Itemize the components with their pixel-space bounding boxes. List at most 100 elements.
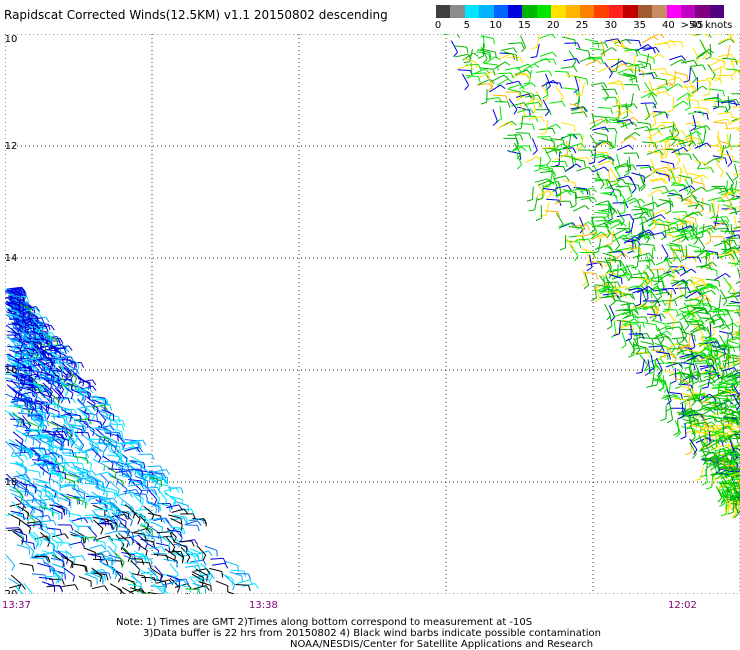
wind-barb-flag — [130, 520, 133, 527]
wind-barb — [689, 323, 703, 326]
wind-barb — [735, 497, 740, 511]
wind-barb — [736, 145, 740, 147]
wind-barb-flag — [92, 379, 97, 386]
wind-barb — [679, 353, 693, 358]
wind-barb — [507, 134, 521, 136]
wind-barb-flag — [713, 370, 718, 377]
wind-barb — [50, 460, 61, 472]
wind-barb — [720, 248, 734, 251]
wind-barb — [657, 327, 665, 340]
wind-barb-flag — [551, 168, 554, 175]
wind-barb-flag — [670, 181, 676, 187]
wind-barb — [693, 421, 707, 425]
wind-barb — [701, 416, 715, 422]
wind-barb — [717, 482, 730, 490]
wind-barb-flag — [166, 469, 171, 476]
wind-barb-flag — [79, 415, 83, 422]
wind-barb-flag — [38, 471, 41, 478]
wind-barb-flag — [669, 353, 675, 358]
wind-barb — [651, 178, 665, 183]
wind-barb-flag — [63, 431, 68, 438]
wind-barb-flag — [721, 462, 727, 468]
wind-barb-flag — [735, 392, 738, 399]
wind-barb — [703, 96, 717, 100]
wind-barb — [612, 104, 626, 107]
wind-barb — [473, 68, 486, 75]
wind-barb — [583, 271, 597, 275]
wind-barb — [562, 87, 576, 90]
wind-barb-flag — [635, 50, 638, 57]
wind-barb — [700, 459, 715, 462]
wind-barb — [106, 431, 120, 434]
wind-barb — [607, 169, 611, 183]
wind-barb — [24, 358, 35, 369]
wind-barb — [8, 385, 20, 394]
wind-barb-flag — [685, 221, 688, 228]
wind-barb — [648, 210, 655, 223]
wind-barb — [130, 560, 141, 571]
wind-barb-flag — [106, 509, 110, 516]
wind-barb-flag — [671, 201, 674, 208]
wind-barb — [41, 376, 53, 386]
wind-barb — [629, 68, 643, 72]
wind-barb — [718, 295, 722, 309]
wind-barb-flag — [703, 435, 709, 441]
wind-barb-flag — [21, 538, 24, 545]
wind-barb-flag — [623, 234, 629, 239]
wind-barb — [690, 276, 704, 281]
wind-barb — [732, 458, 740, 464]
wind-barb — [736, 127, 740, 131]
wind-barb — [485, 96, 499, 100]
wind-barb — [721, 367, 735, 372]
wind-barb — [630, 218, 635, 232]
wind-barb — [681, 426, 695, 430]
wind-barb-flag — [621, 222, 627, 227]
wind-barb-flag — [99, 556, 102, 563]
wind-barb-flag — [86, 499, 88, 506]
wind-barb — [76, 407, 88, 417]
wind-barb-flag — [727, 162, 733, 168]
wind-barb — [687, 354, 700, 361]
map-grid — [5, 34, 740, 594]
wind-barb-flag — [683, 184, 686, 191]
wind-barb-flag — [644, 115, 650, 121]
wind-barb — [671, 268, 684, 274]
wind-barb — [104, 530, 118, 535]
wind-barb-flag — [563, 166, 567, 173]
wind-barb — [633, 337, 641, 350]
wind-barb-flag — [32, 353, 35, 360]
wind-barb — [88, 437, 99, 447]
wind-barb-flag — [19, 450, 22, 457]
wind-barb-flag — [705, 125, 711, 131]
wind-barb — [632, 272, 646, 276]
wind-barb — [709, 323, 712, 337]
wind-barb-flag — [548, 70, 553, 77]
wind-barb-flag — [618, 219, 623, 225]
wind-barb-flag — [155, 507, 158, 514]
wind-barb — [61, 476, 75, 482]
wind-barb — [711, 432, 725, 438]
wind-barb-flag — [670, 380, 677, 384]
wind-barb — [634, 126, 648, 130]
wind-barb — [505, 80, 519, 85]
wind-barb — [737, 396, 740, 404]
wind-barb-flag — [50, 324, 55, 331]
wind-barb — [620, 264, 633, 270]
wind-barb-flag — [735, 474, 740, 478]
wind-barb-flag — [587, 221, 594, 226]
wind-barb-flag — [28, 423, 31, 430]
wind-barb — [666, 143, 669, 157]
wind-barb-flag — [207, 578, 212, 585]
wind-barb — [669, 55, 682, 61]
wind-barb — [737, 70, 740, 75]
wind-barb-flag — [521, 146, 527, 152]
wind-barb — [576, 187, 590, 191]
wind-barb-flag — [59, 529, 63, 536]
wind-barb-flag — [616, 288, 623, 294]
wind-barb — [632, 343, 646, 349]
wind-barb — [105, 514, 118, 521]
wind-barb-flag — [515, 55, 518, 62]
wind-barb-flag — [664, 111, 670, 117]
wind-barb-flag — [701, 186, 707, 192]
wind-barb-flag — [575, 58, 580, 64]
